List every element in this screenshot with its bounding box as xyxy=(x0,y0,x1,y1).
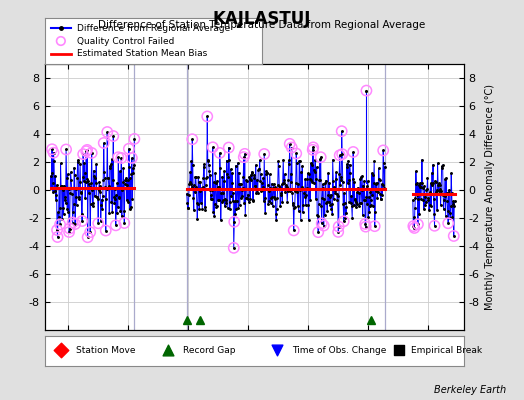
Point xyxy=(71,221,79,227)
Point xyxy=(340,218,348,224)
Point xyxy=(334,229,342,235)
Y-axis label: Monthly Temperature Anomaly Difference (°C): Monthly Temperature Anomaly Difference (… xyxy=(485,84,495,310)
Point xyxy=(112,222,120,228)
Point xyxy=(337,128,346,134)
Point xyxy=(188,136,196,142)
Point xyxy=(225,144,233,151)
Point xyxy=(209,144,217,150)
Point xyxy=(102,227,110,234)
Point xyxy=(241,151,249,157)
Point xyxy=(318,220,326,226)
Point xyxy=(338,151,346,157)
Point xyxy=(361,221,369,227)
Text: Record Gap: Record Gap xyxy=(183,346,235,355)
Point xyxy=(117,155,126,161)
Point xyxy=(48,146,56,152)
Point xyxy=(53,234,62,240)
Point xyxy=(109,133,117,139)
Point xyxy=(444,220,452,226)
Point xyxy=(164,347,172,354)
Point xyxy=(286,141,294,147)
Point xyxy=(49,150,58,156)
Text: Berkeley Earth: Berkeley Earth xyxy=(433,385,506,395)
Point xyxy=(83,234,92,240)
Text: Estimated Station Mean Bias: Estimated Station Mean Bias xyxy=(77,49,208,58)
Point xyxy=(79,151,88,157)
Point xyxy=(320,222,328,229)
Point xyxy=(120,220,128,226)
Point xyxy=(290,227,298,234)
Point xyxy=(309,147,317,153)
Point xyxy=(215,150,224,156)
Point xyxy=(62,146,70,153)
Point xyxy=(362,87,370,94)
Point xyxy=(260,151,268,157)
Text: Difference from Regional Average: Difference from Regional Average xyxy=(77,24,231,33)
Text: KAJLASTUJ: KAJLASTUJ xyxy=(213,10,311,28)
Point xyxy=(379,147,387,154)
Point xyxy=(395,347,403,354)
Point xyxy=(203,113,212,120)
Point xyxy=(409,223,418,229)
Point xyxy=(430,222,439,229)
Point xyxy=(88,150,96,156)
Point xyxy=(335,152,344,158)
Text: Station Move: Station Move xyxy=(76,346,136,355)
Point xyxy=(370,223,379,229)
Point xyxy=(349,149,357,155)
Point xyxy=(57,347,66,354)
Point xyxy=(65,229,73,235)
Point xyxy=(103,129,112,135)
Point xyxy=(273,347,281,354)
Text: Time of Obs. Change: Time of Obs. Change xyxy=(292,346,386,355)
Point xyxy=(362,224,370,230)
Point xyxy=(94,220,102,226)
Point xyxy=(413,221,422,228)
Point xyxy=(100,140,108,146)
Point xyxy=(82,148,90,154)
Point xyxy=(53,227,61,233)
Point xyxy=(66,225,74,232)
Point xyxy=(292,150,300,157)
Point xyxy=(69,219,77,226)
Text: Quality Control Failed: Quality Control Failed xyxy=(77,36,174,46)
Point xyxy=(334,224,343,230)
Point xyxy=(128,155,136,161)
Point xyxy=(309,144,318,150)
Point xyxy=(230,245,238,251)
Point xyxy=(288,144,296,151)
Point xyxy=(410,225,419,231)
Point xyxy=(230,218,238,225)
Point xyxy=(56,221,64,228)
Text: Difference of Station Temperature Data from Regional Average: Difference of Station Temperature Data f… xyxy=(99,20,425,30)
Text: Empirical Break: Empirical Break xyxy=(411,346,483,355)
Point xyxy=(314,229,322,235)
Point xyxy=(125,146,133,152)
Point xyxy=(57,38,65,44)
Point xyxy=(450,233,458,239)
Point xyxy=(239,154,248,160)
Point xyxy=(316,154,325,160)
Point xyxy=(86,229,94,235)
Point xyxy=(83,147,91,153)
Point xyxy=(114,154,123,160)
Point xyxy=(78,218,86,224)
Point xyxy=(130,136,138,142)
